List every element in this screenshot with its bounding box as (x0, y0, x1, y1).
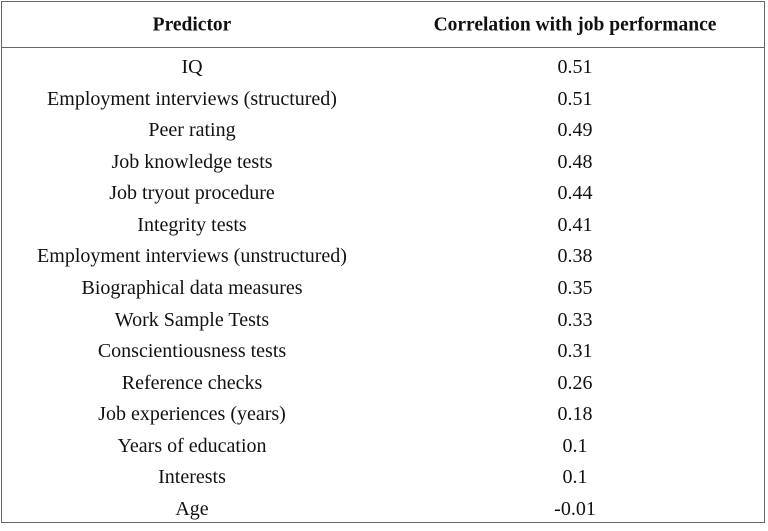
correlation-cell: 0.31 (557, 340, 593, 363)
predictor-cell: Reference checks (121, 371, 263, 394)
correlation-cell: 0.1 (562, 434, 588, 457)
correlation-cell: 0.51 (557, 87, 593, 110)
predictor-cell: Years of education (117, 434, 267, 457)
predictor-cell: Employment interviews (structured) (47, 87, 337, 110)
correlation-cell: 0.51 (557, 56, 593, 78)
correlation-cell: 0.26 (557, 371, 593, 394)
predictor-cell: Integrity tests (137, 213, 247, 236)
table-border (1, 1, 765, 523)
correlation-cell: 0.33 (557, 308, 593, 331)
predictor-cell: Interests (158, 466, 226, 489)
correlation-cell: 0.35 (557, 276, 593, 299)
correlation-cell: 0.41 (557, 213, 593, 236)
column-header: Predictor (152, 14, 232, 36)
predictor-cell: Job knowledge tests (111, 150, 273, 173)
predictor-cell: Work Sample Tests (114, 308, 270, 331)
correlation-cell: 0.18 (557, 403, 593, 426)
correlation-cell: 0.48 (557, 150, 593, 173)
predictor-cell: Job tryout procedure (109, 182, 275, 205)
predictor-cell: Job experiences (years) (98, 403, 286, 426)
correlation-cell: 0.49 (557, 119, 593, 142)
predictor-cell: Biographical data measures (81, 276, 303, 299)
predictor-cell: IQ (181, 56, 203, 78)
column-header: Correlation with job performance (433, 14, 717, 36)
predictor-cell: Conscientiousness tests (97, 340, 287, 363)
predictor-cell: Age (175, 497, 209, 520)
predictor-cell: Employment interviews (unstructured) (37, 245, 347, 268)
predictor-cell: Peer rating (148, 119, 236, 142)
correlation-cell: 0.38 (557, 245, 593, 268)
correlation-cell: 0.1 (562, 466, 588, 489)
correlation-cell: -0.01 (554, 497, 596, 520)
correlation-cell: 0.44 (557, 182, 593, 205)
header-rule (1, 47, 765, 48)
